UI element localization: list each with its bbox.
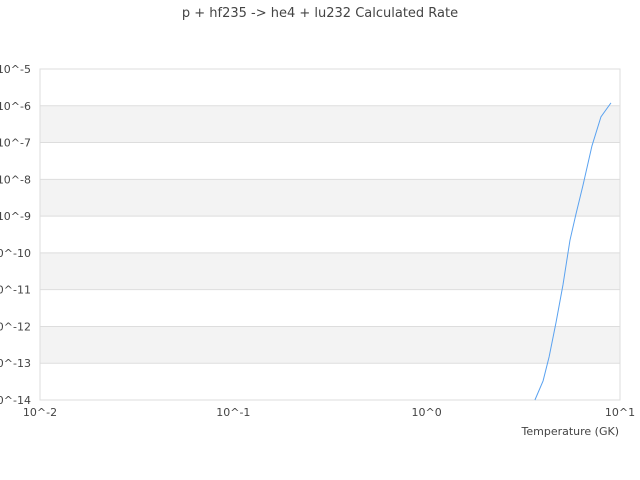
y-tick-label: 10^-14 <box>0 394 31 407</box>
x-tick-label: 10^0 <box>412 406 442 419</box>
grid-band <box>40 179 620 217</box>
grid-band <box>40 289 620 327</box>
y-tick-label: 10^-10 <box>0 247 31 260</box>
grid-band <box>40 252 620 290</box>
grid-band <box>40 69 620 106</box>
y-tick-label: 10^-5 <box>0 63 31 76</box>
y-tick-label: 10^-9 <box>0 210 31 223</box>
y-tick-label: 10^-11 <box>0 284 31 297</box>
grid-band <box>40 142 620 180</box>
plot-frame <box>39 68 621 401</box>
y-tick-label: 10^-13 <box>0 357 31 370</box>
x-tick-label: 10^-1 <box>216 406 250 419</box>
chart-title: p + hf235 -> he4 + lu232 Calculated Rate <box>182 6 458 21</box>
y-tick-label: 10^-12 <box>0 320 31 333</box>
y-tick-label: 10^-7 <box>0 137 31 150</box>
y-tick-label: 10^-8 <box>0 173 31 186</box>
x-axis-label: Temperature (GK) <box>521 425 620 438</box>
grid-band <box>40 326 620 364</box>
x-tick-label: 10^-2 <box>23 406 57 419</box>
grid-band <box>40 105 620 143</box>
y-tick-label: 10^-6 <box>0 100 31 113</box>
grid-band <box>40 216 620 253</box>
grid-band <box>40 363 620 400</box>
x-tick-label: 10^1 <box>605 406 635 419</box>
series-line <box>534 102 612 401</box>
